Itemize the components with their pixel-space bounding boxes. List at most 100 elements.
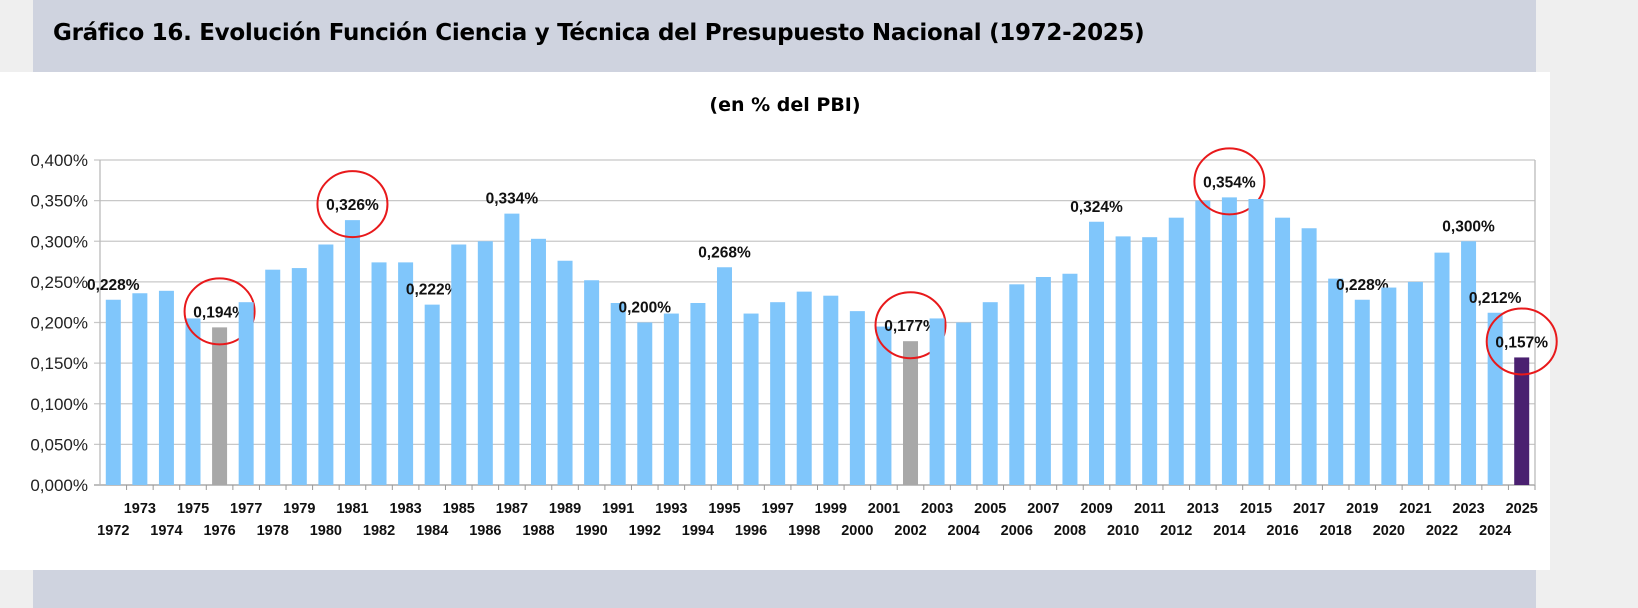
x-tick-label: 2009	[1080, 501, 1112, 517]
bar-2013	[1195, 200, 1211, 485]
x-tick-label: 2012	[1160, 523, 1192, 539]
y-tick-label: 0,000%	[30, 476, 88, 495]
x-tick-label: 2002	[894, 523, 926, 539]
x-tick-label: 1984	[416, 523, 448, 539]
y-tick-label: 0,050%	[30, 435, 88, 454]
data-label-2024: 0,212%	[1469, 290, 1522, 307]
bar-2000	[849, 311, 865, 485]
bar-2017	[1301, 228, 1317, 485]
data-label-2023: 0,300%	[1442, 218, 1495, 235]
x-tick-label: 2000	[841, 523, 873, 539]
x-tick-label: 2022	[1426, 523, 1458, 539]
x-tick-label: 2024	[1479, 523, 1511, 539]
bar-2004	[956, 322, 972, 485]
x-tick-label: 1983	[389, 501, 421, 517]
highlight-circle-2002	[874, 291, 947, 360]
bar-1996	[743, 313, 759, 485]
chart-subtitle: (en % del PBI)	[709, 94, 860, 116]
x-tick-label: 2019	[1346, 501, 1378, 517]
bar-1981	[344, 220, 360, 485]
data-label-2002: 0,177%	[884, 318, 937, 335]
bar-1998	[796, 291, 812, 485]
title-band: Gráfico 16. Evolución Función Ciencia y …	[33, 0, 1536, 72]
x-tick-label: 2023	[1452, 501, 1484, 517]
bar-1975	[185, 318, 201, 485]
bar-2002	[903, 341, 919, 485]
data-label-1981: 0,326%	[326, 197, 379, 214]
x-tick-label: 2018	[1320, 523, 1352, 539]
x-tick-label: 2010	[1107, 523, 1139, 539]
bar-1974	[158, 290, 174, 485]
bar-1977	[238, 302, 254, 485]
bar-2009	[1089, 221, 1105, 485]
bar-1988	[530, 238, 546, 485]
bar-2003	[929, 318, 945, 485]
x-tick-label: 1993	[655, 501, 687, 517]
x-tick-label: 1979	[283, 501, 315, 517]
highlight-circle-2014	[1193, 147, 1266, 216]
x-tick-label: 2005	[974, 501, 1006, 517]
bar-1982	[371, 262, 387, 485]
x-tick-label: 2001	[868, 501, 900, 517]
x-tick-label: 1996	[735, 523, 767, 539]
bar-2015	[1248, 199, 1264, 485]
x-tick-label: 1989	[549, 501, 581, 517]
bar-2024	[1487, 312, 1503, 485]
x-tick-label: 2014	[1213, 523, 1245, 539]
x-tick-label: 1975	[177, 501, 209, 517]
bar-1984	[424, 304, 440, 485]
highlight-circle-1976	[183, 277, 256, 346]
x-tick-label: 1974	[150, 523, 182, 539]
y-tick-label: 0,100%	[30, 395, 88, 414]
x-tick-label: 1990	[575, 523, 607, 539]
bar-1989	[557, 260, 573, 485]
x-tick-label: 1978	[257, 523, 289, 539]
bar-2019	[1354, 299, 1370, 485]
bar-1995	[716, 267, 732, 485]
bar-2021	[1407, 281, 1423, 485]
x-tick-label: 1980	[310, 523, 342, 539]
bar-2007	[1035, 277, 1051, 485]
y-tick-label: 0,200%	[30, 314, 88, 333]
x-tick-label: 2016	[1266, 523, 1298, 539]
bar-1987	[504, 213, 520, 485]
data-label-1976: 0,194%	[193, 304, 246, 321]
x-tick-label: 1991	[602, 501, 634, 517]
x-tick-label: 2004	[948, 523, 980, 539]
x-tick-label: 1987	[496, 501, 528, 517]
x-tick-label: 1985	[443, 501, 475, 517]
bar-2020	[1381, 287, 1397, 485]
x-tick-label: 2025	[1506, 501, 1538, 517]
x-tick-label: 2006	[1001, 523, 1033, 539]
x-tick-label: 1972	[97, 523, 129, 539]
bar-1985	[451, 244, 467, 485]
bar-2006	[1009, 284, 1025, 485]
bar-2025	[1514, 357, 1530, 485]
x-tick-label: 1986	[469, 523, 501, 539]
x-tick-label: 1982	[363, 523, 395, 539]
bar-2005	[982, 302, 998, 485]
y-tick-label: 0,250%	[30, 273, 88, 292]
bar-1991	[610, 303, 626, 485]
x-tick-label: 1973	[124, 501, 156, 517]
x-tick-label: 1992	[629, 523, 661, 539]
data-label-1984: 0,222%	[406, 282, 459, 299]
data-label-2014: 0,354%	[1203, 174, 1256, 191]
x-tick-label: 1976	[203, 523, 235, 539]
x-tick-label: 1997	[762, 501, 794, 517]
bar-1993	[663, 313, 679, 485]
y-tick-label: 0,150%	[30, 354, 88, 373]
bar-2010	[1115, 236, 1131, 485]
x-tick-label: 2008	[1054, 523, 1086, 539]
bar-1972	[105, 299, 121, 485]
bar-2011	[1142, 237, 1158, 485]
bar-1990	[584, 280, 600, 485]
bar-2008	[1062, 273, 1078, 485]
x-tick-label: 2003	[921, 501, 953, 517]
x-tick-label: 2007	[1027, 501, 1059, 517]
bar-2012	[1168, 217, 1184, 485]
x-tick-label: 1998	[788, 523, 820, 539]
bar-1994	[690, 303, 706, 485]
x-tick-label: 1995	[708, 501, 740, 517]
